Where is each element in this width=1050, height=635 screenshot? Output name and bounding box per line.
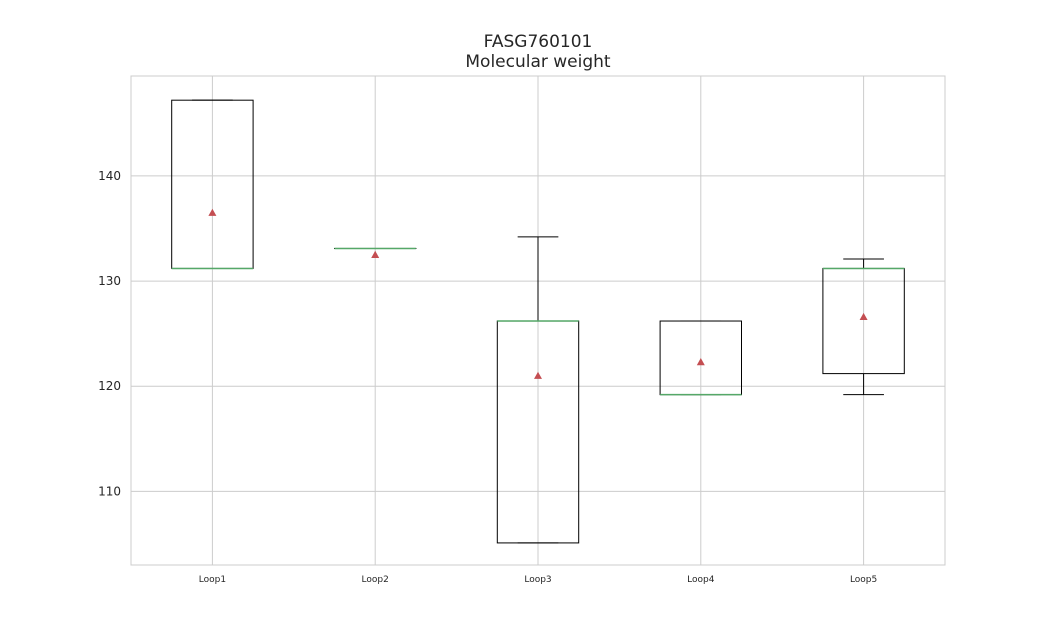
x-tick-label: Loop2 <box>362 575 389 585</box>
y-tick-label: 120 <box>98 379 121 393</box>
box-loop5 <box>822 258 905 396</box>
chart-title: FASG760101 <box>484 32 593 52</box>
mean-marker <box>371 250 380 258</box>
chart-subtitle: Molecular weight <box>465 52 611 72</box>
box-loop1 <box>171 99 254 270</box>
box-loop2 <box>334 247 417 258</box>
box-loop4 <box>659 320 742 396</box>
y-tick-label: 140 <box>98 169 121 183</box>
y-tick-label: 130 <box>98 274 121 288</box>
mean-marker <box>859 312 868 321</box>
box-series <box>171 99 905 544</box>
x-tick-label: Loop5 <box>850 575 877 585</box>
x-tick-label: Loop3 <box>524 575 551 585</box>
mean-marker <box>208 208 217 216</box>
x-tick-label: Loop4 <box>687 575 715 585</box>
plot-area-frame <box>130 75 946 566</box>
y-tick-label: 110 <box>98 484 121 498</box>
box-loop3 <box>496 236 580 544</box>
mean-marker <box>534 371 542 379</box>
mean-marker <box>696 358 705 366</box>
x-tick-label: Loop1 <box>199 575 226 585</box>
axis-ticks: 110 120 130 140 Loop1 Loop2 Loop3 Loop4 Loop5 <box>98 169 877 585</box>
